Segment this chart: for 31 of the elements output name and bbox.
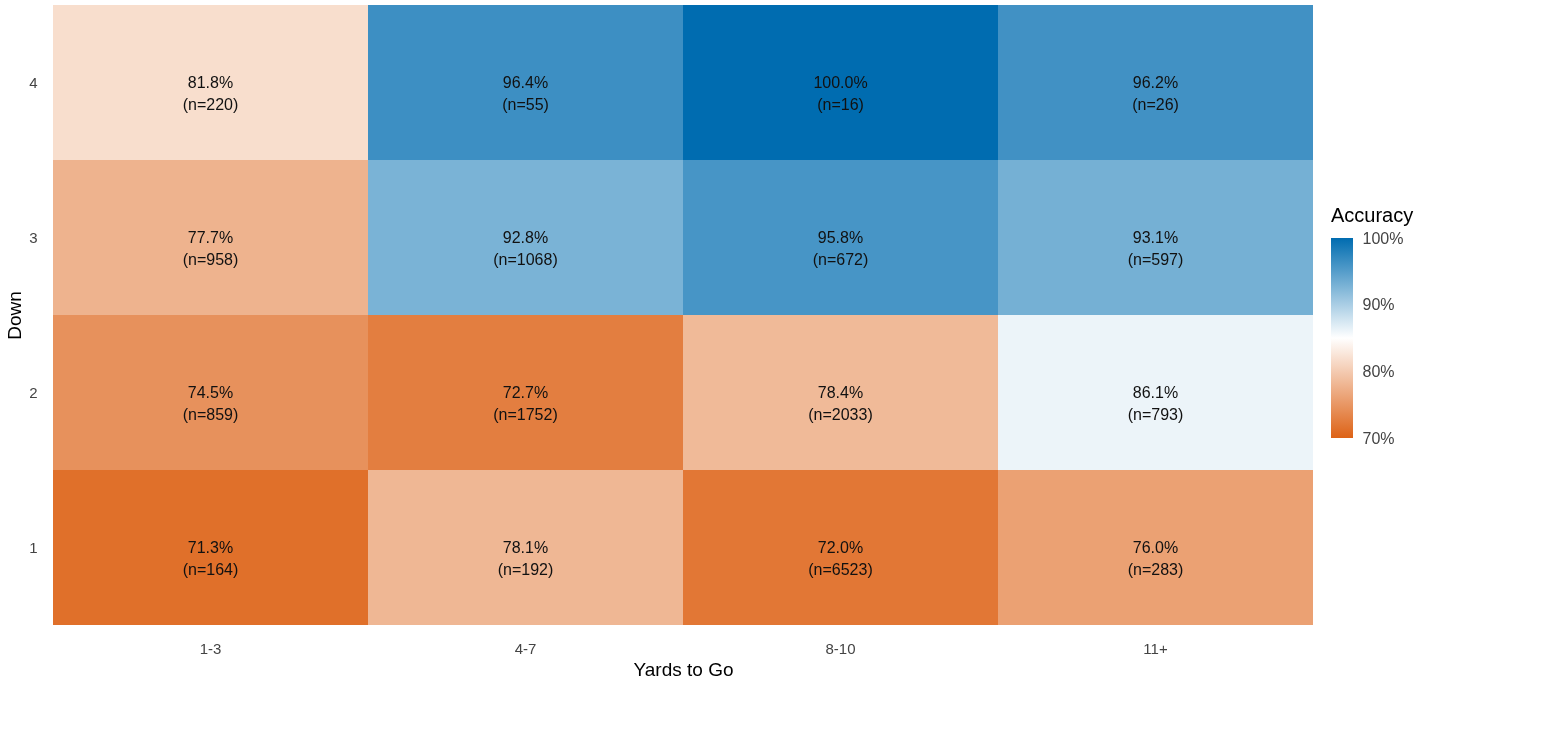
x-tick-label: 8-10	[825, 639, 856, 657]
x-axis-title: Yards to Go	[633, 658, 734, 680]
data-label: 71.3% (n=164)	[182, 538, 239, 578]
color-bar-label: 80%	[1362, 362, 1395, 380]
data-label: 100.0% (n=16)	[813, 73, 868, 113]
data-label: 77.7% (n=958)	[182, 228, 239, 268]
data-label: 74.5% (n=859)	[182, 383, 239, 423]
data-label: 81.8% (n=220)	[182, 73, 239, 113]
y-tick-label: 2	[29, 383, 38, 401]
data-label: 96.4% (n=55)	[502, 73, 549, 113]
data-label: 78.1% (n=192)	[497, 538, 554, 578]
y-axis-title: Down	[4, 291, 26, 340]
data-label: 76.0% (n=283)	[1127, 538, 1184, 578]
x-tick-label: 1-3	[199, 639, 222, 657]
data-label: 72.0% (n=6523)	[808, 538, 873, 578]
data-label: 86.1% (n=793)	[1127, 383, 1184, 423]
data-label: 92.8% (n=1068)	[493, 228, 558, 268]
y-tick-label: 4	[29, 73, 38, 91]
legend-title: Accuracy	[1331, 204, 1414, 226]
color-bar-label: 90%	[1362, 296, 1395, 314]
data-label: 93.1% (n=597)	[1127, 228, 1184, 268]
data-label: 95.8% (n=672)	[812, 228, 869, 268]
x-tick-label: 11+	[1143, 639, 1168, 657]
data-label: 96.2% (n=26)	[1132, 73, 1179, 113]
color-bar-label: 70%	[1362, 429, 1395, 447]
x-tick-label: 4-7	[514, 639, 537, 657]
data-label: 78.4% (n=2033)	[808, 383, 873, 423]
data-label: 72.7% (n=1752)	[493, 383, 558, 423]
y-tick-label: 3	[29, 228, 38, 246]
color-bar-label: 100%	[1362, 229, 1404, 247]
y-tick-label: 1	[29, 538, 38, 556]
